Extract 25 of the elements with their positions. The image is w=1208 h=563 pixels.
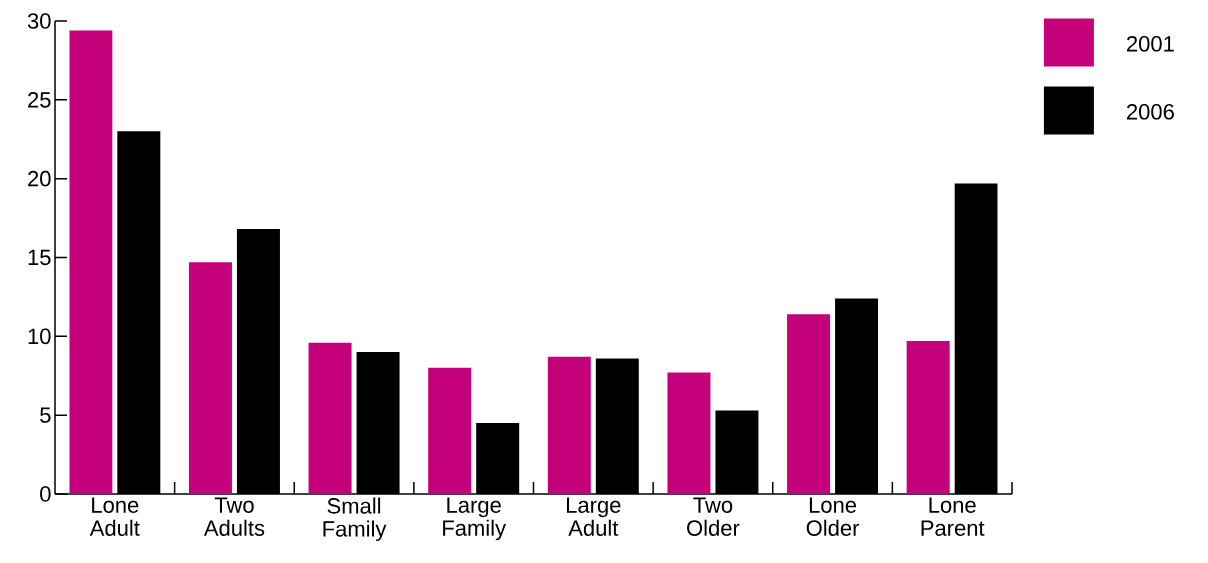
x-tick-label: Large Family: [443, 497, 507, 541]
legend-label: 2006: [1127, 104, 1174, 120]
y-tick-label: 0: [40, 486, 51, 502]
x-tick-label: Lone Parent: [921, 497, 985, 536]
legend-label: 2001: [1127, 36, 1174, 52]
bar: [906, 341, 950, 494]
bar: [667, 372, 711, 494]
y-tick-label: 10: [28, 328, 51, 345]
x-tick-label: Two Adults: [203, 497, 265, 536]
bar: [69, 30, 113, 494]
x-tick-label: Lone Adult: [89, 497, 140, 536]
y-tick-label: 15: [28, 249, 51, 266]
x-tick-label: Lone Older: [806, 497, 860, 536]
bar: [308, 342, 352, 494]
bar: [428, 367, 472, 494]
bar: [188, 262, 232, 494]
x-tick-label: Large Adult: [566, 497, 621, 536]
bar: [787, 314, 831, 494]
bar: [547, 356, 591, 494]
y-tick-label: 5: [40, 407, 51, 423]
y-tick-label: 30: [27, 13, 51, 29]
x-tick-label: Two Older: [687, 497, 740, 536]
y-tick-label: 20: [28, 170, 51, 187]
y-tick-label: 25: [28, 92, 51, 108]
x-tick-label: Small Family: [323, 497, 387, 542]
